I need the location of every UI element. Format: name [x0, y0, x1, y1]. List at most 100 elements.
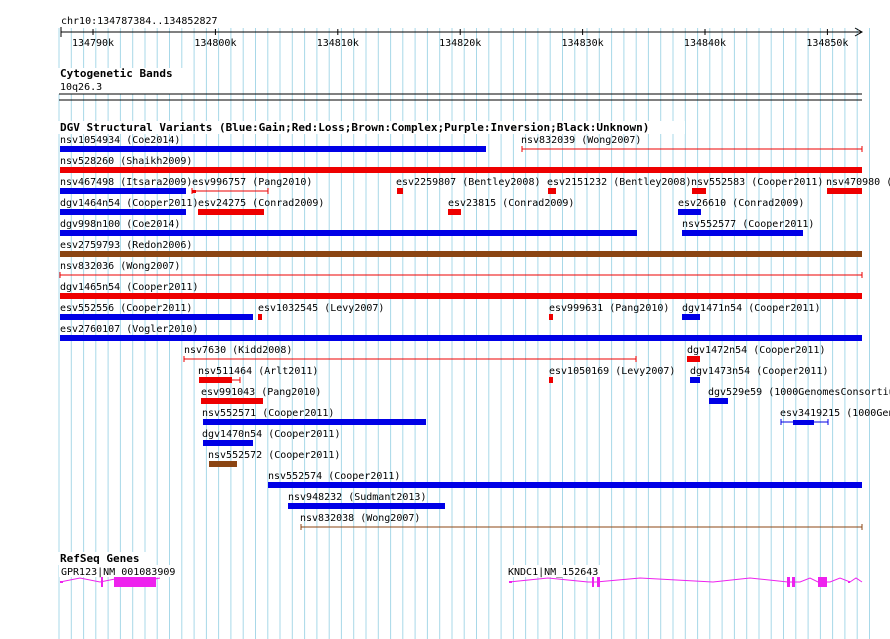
dgv-variant[interactable]: nsv948232 (Sudmant2013)	[288, 492, 445, 509]
dgv-variant[interactable]: nsv528260 (Shaikh2009)	[60, 156, 862, 173]
dgv-variant-label: nsv948232 (Sudmant2013)	[288, 492, 426, 503]
dgv-variant[interactable]: dgv1464n54 (Cooper2011)	[60, 198, 198, 215]
dgv-variant[interactable]: nsv7630 (Kidd2008)	[183, 345, 637, 362]
dgv-variant-label: esv1032545 (Levy2007)	[258, 303, 384, 314]
dgv-variant-label: dgv1465n54 (Cooper2011)	[60, 282, 198, 293]
dgv-variant-bar	[60, 335, 862, 341]
dgv-variant-bar	[258, 314, 262, 320]
dgv-variant-label: nsv511464 (Arlt2011)	[198, 366, 318, 377]
dgv-variant[interactable]: dgv998n100 (Coe2014)	[60, 219, 637, 236]
dgv-variant-bar	[268, 482, 862, 488]
dgv-variant[interactable]: nsv467498 (Itsara2009)	[60, 177, 192, 194]
dgv-variant[interactable]: dgv529e59 (1000GenomesConsortiu	[708, 387, 890, 404]
dgv-variant-bar	[682, 230, 803, 236]
dgv-variant[interactable]: esv552556 (Cooper2011)	[60, 303, 253, 320]
dgv-variant-label: nsv1054934 (Coe2014)	[60, 135, 180, 146]
dgv-variant-label: nsv552572 (Cooper2011)	[208, 450, 340, 461]
dgv-variant-label: esv2759793 (Redon2006)	[60, 240, 192, 251]
dgv-variant[interactable]: nsv832036 (Wong2007)	[59, 261, 863, 278]
dgv-variant-label: nsv470980 (	[826, 177, 890, 188]
dgv-variant-label: esv2259807 (Bentley2008)	[396, 177, 541, 188]
dgv-variant[interactable]: dgv1470n54 (Cooper2011)	[202, 429, 340, 446]
gene-exon	[509, 581, 512, 583]
dgv-variant-label: nsv832038 (Wong2007)	[300, 513, 420, 524]
gene-exon	[848, 581, 850, 583]
dgv-variant[interactable]: nsv1054934 (Coe2014)	[60, 135, 486, 152]
dgv-variant-label: esv2151232 (Bentley2008)	[547, 177, 692, 188]
dgv-variant-label: esv26610 (Conrad2009)	[678, 198, 804, 209]
dgv-variant[interactable]: esv991043 (Pang2010)	[201, 387, 321, 404]
dgv-variant[interactable]: esv24275 (Conrad2009)	[198, 198, 324, 215]
dgv-variant[interactable]: esv1050169 (Levy2007)	[549, 366, 675, 383]
dgv-variant-bar	[192, 190, 196, 193]
gene-gpr123[interactable]: GPR123|NM_001083909	[59, 565, 179, 587]
dgv-variant-label: esv23815 (Conrad2009)	[448, 198, 574, 209]
dgv-variant[interactable]: esv2151232 (Bentley2008)	[547, 177, 692, 194]
cytoband-track-title: Cytogenetic Bands	[60, 67, 173, 80]
cytoband-track: Cytogenetic Bands 10q26.3	[57, 67, 862, 101]
dgv-variant-bar	[60, 209, 186, 215]
dgv-variant-bar	[397, 188, 403, 194]
dgv-variant-bar	[682, 314, 700, 320]
dgv-variant-label: nsv552571 (Cooper2011)	[202, 408, 334, 419]
gene-kndc1[interactable]: KNDC1|NM_152643	[505, 565, 863, 587]
dgv-variant[interactable]: esv26610 (Conrad2009)	[678, 198, 804, 215]
ruler-tick-label: 134810k	[317, 38, 359, 49]
dgv-variant[interactable]: nsv552577 (Cooper2011)	[682, 219, 814, 236]
dgv-variant-bar	[827, 188, 862, 194]
dgv-variant[interactable]: nsv470980 (	[826, 177, 890, 194]
dgv-variant-label: nsv7630 (Kidd2008)	[184, 345, 292, 356]
dgv-variant-bar	[288, 503, 445, 509]
dgv-variant[interactable]: nsv552583 (Cooper2011)	[691, 177, 823, 194]
dgv-variant-bar	[60, 167, 862, 173]
dgv-variant-label: esv991043 (Pang2010)	[201, 387, 321, 398]
ruler-tick-label: 134850k	[806, 38, 848, 49]
dgv-variant[interactable]: esv999631 (Pang2010)	[549, 303, 669, 320]
dgv-variant[interactable]: dgv1465n54 (Cooper2011)	[60, 282, 862, 299]
refseq-track: RefSeq Genes GPR123|NM_001083909 KNDC1|N…	[57, 552, 863, 587]
dgv-variant[interactable]: nsv552572 (Cooper2011)	[208, 450, 340, 467]
gene-exon	[818, 577, 827, 587]
dgv-variant-label: nsv832036 (Wong2007)	[60, 261, 180, 272]
position-label: chr10:134787384..134852827	[61, 16, 218, 27]
dgv-variant-bar	[60, 146, 486, 152]
dgv-variant-label: esv24275 (Conrad2009)	[198, 198, 324, 209]
dgv-variant-bar	[198, 209, 264, 215]
dgv-variant[interactable]: esv3419215 (1000Gen	[780, 408, 890, 425]
dgv-variant[interactable]: nsv552571 (Cooper2011)	[202, 408, 426, 425]
dgv-variant[interactable]: dgv1473n54 (Cooper2011)	[690, 366, 828, 383]
dgv-variant-label: nsv552577 (Cooper2011)	[682, 219, 814, 230]
dgv-variant-label: dgv1470n54 (Cooper2011)	[202, 429, 340, 440]
dgv-variant-label: nsv832039 (Wong2007)	[521, 135, 641, 146]
dgv-variant[interactable]: dgv1471n54 (Cooper2011)	[682, 303, 820, 320]
gene-exon	[101, 577, 103, 587]
dgv-variant[interactable]: nsv832038 (Wong2007)	[300, 513, 863, 530]
ruler: chr10:134787384..134852827 134790k 134800…	[60, 16, 864, 49]
refseq-track-title: RefSeq Genes	[60, 552, 139, 565]
dgv-variant[interactable]: esv996757 (Pang2010)	[191, 177, 312, 194]
dgv-variant[interactable]: esv2760107 (Vogler2010)	[60, 324, 862, 341]
dgv-variant-label: nsv467498 (Itsara2009)	[60, 177, 192, 188]
gene-exon	[787, 577, 790, 587]
gene-exon	[60, 581, 63, 583]
ruler-right-arrow-icon	[854, 27, 864, 37]
dgv-variant-bar	[203, 419, 426, 425]
dgv-variant-bar	[201, 398, 263, 404]
dgv-variant[interactable]: esv23815 (Conrad2009)	[448, 198, 574, 215]
dgv-variant-bar	[687, 356, 700, 362]
dgv-variant[interactable]: nsv552574 (Cooper2011)	[268, 471, 862, 488]
dgv-variant[interactable]: esv1032545 (Levy2007)	[258, 303, 384, 320]
dgv-variant[interactable]: nsv511464 (Arlt2011)	[198, 366, 318, 383]
dgv-variant-label: esv552556 (Cooper2011)	[60, 303, 192, 314]
dgv-variant[interactable]: nsv832039 (Wong2007)	[521, 135, 863, 152]
dgv-variant-bar	[678, 209, 701, 215]
dgv-variant-bar	[690, 377, 700, 383]
dgv-variant[interactable]: esv2759793 (Redon2006)	[60, 240, 862, 257]
dgv-variant[interactable]: dgv1472n54 (Cooper2011)	[687, 345, 825, 362]
dgv-variant[interactable]: esv2259807 (Bentley2008)	[396, 177, 541, 194]
dgv-variant-bar	[199, 377, 232, 383]
gene-exon	[592, 577, 594, 587]
dgv-variant-bar	[548, 188, 556, 194]
ruler-tick-label: 134800k	[194, 38, 236, 49]
